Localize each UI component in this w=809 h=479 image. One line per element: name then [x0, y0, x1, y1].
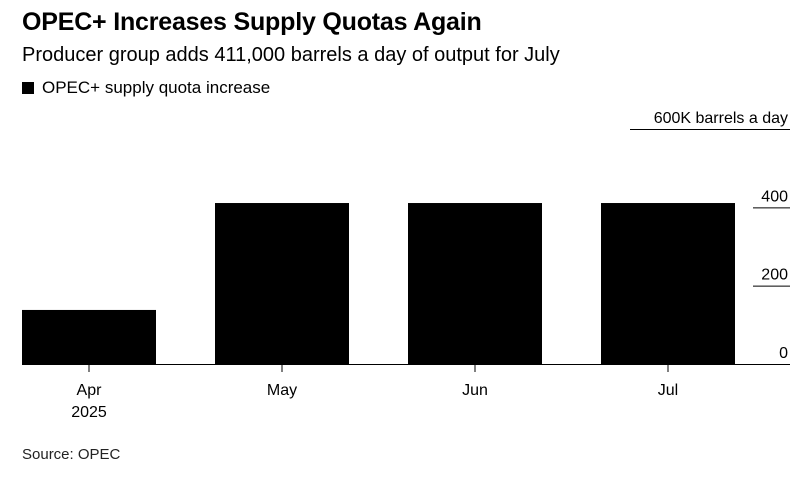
- chart-title: OPEC+ Increases Supply Quotas Again: [22, 8, 482, 36]
- y-tick-label: 200: [761, 267, 788, 284]
- legend-swatch: [22, 82, 34, 94]
- x-tick-sublabel: 2025: [71, 404, 107, 421]
- x-axis: Apr 2025 May Jun Jul: [22, 364, 790, 421]
- y-unit-label: 600K barrels a day: [654, 110, 788, 127]
- y-axis: 0 200 400 600K barrels a day: [630, 110, 790, 362]
- legend: OPEC+ supply quota increase: [22, 78, 270, 98]
- bars-group: [22, 203, 735, 364]
- bar-jul: [601, 203, 735, 364]
- y-tick-label: 400: [761, 188, 788, 205]
- bar-apr: [22, 309, 156, 364]
- x-tick-label: Jul: [658, 382, 678, 399]
- x-tick-label: Jun: [462, 382, 488, 399]
- bar-jun: [408, 203, 542, 364]
- legend-label: OPEC+ supply quota increase: [42, 78, 271, 97]
- x-tick-label: Apr: [77, 382, 103, 399]
- bar-may: [215, 203, 349, 364]
- source-note: Source: OPEC: [22, 446, 121, 463]
- x-tick-label: May: [267, 382, 297, 399]
- y-tick-label: 0: [779, 345, 788, 362]
- chart-subtitle: Producer group adds 411,000 barrels a da…: [22, 44, 560, 66]
